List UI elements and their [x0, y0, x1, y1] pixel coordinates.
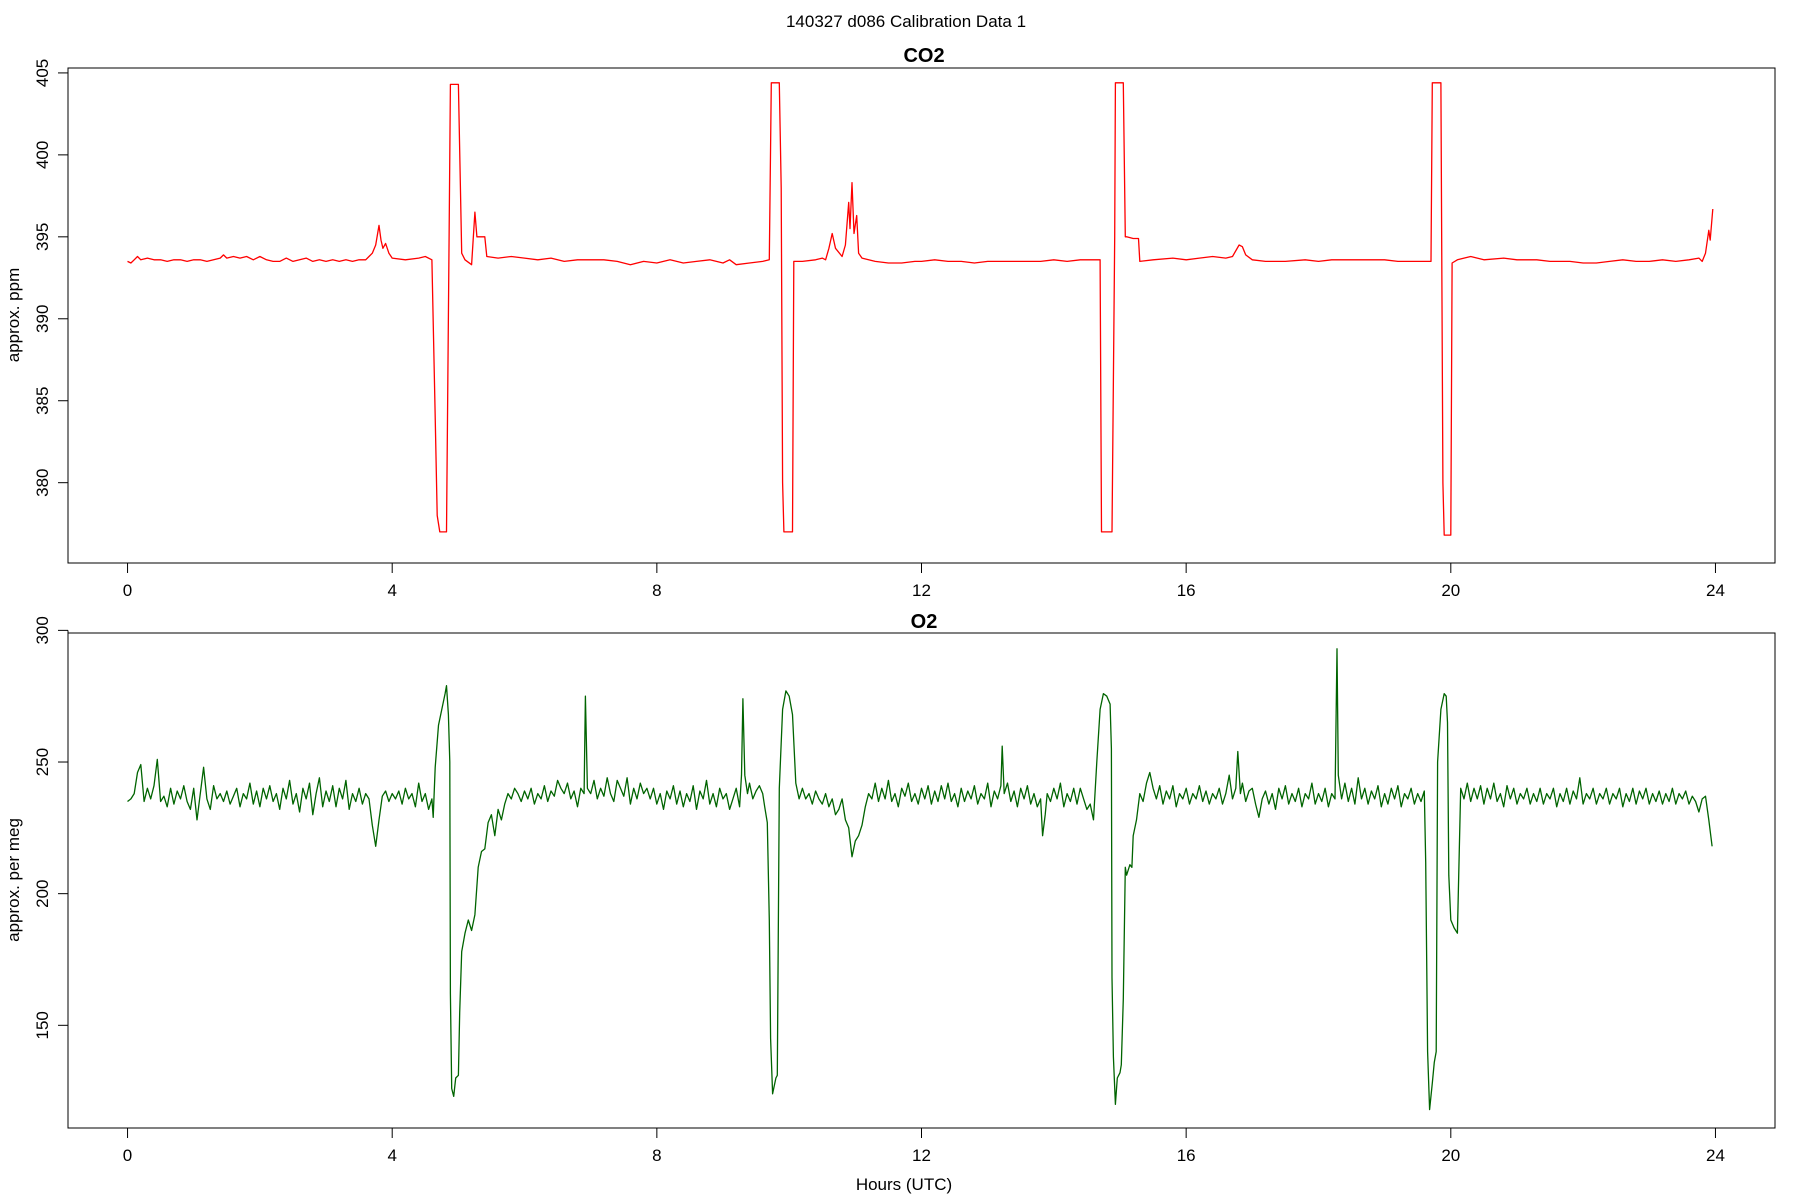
co2-series-layer	[127, 82, 1714, 536]
co2-x-tick-label: 20	[1441, 581, 1460, 600]
o2-x-tick-label: 20	[1441, 1146, 1460, 1165]
co2-x-tick-label: 8	[652, 581, 661, 600]
o2-y-tick-label: 250	[33, 748, 52, 776]
co2-y-axis: 380 385 390 395 400 405	[33, 59, 69, 497]
o2-y-tick-label: 300	[33, 616, 52, 644]
co2-x-tick-label: 0	[123, 581, 132, 600]
o2-series-layer	[127, 648, 1713, 1111]
figure-title: 140327 d086 Calibration Data 1	[786, 12, 1026, 31]
o2-x-axis-label: Hours (UTC)	[856, 1175, 952, 1194]
o2-y-tick-label: 150	[33, 1011, 52, 1039]
o2-x-axis: 0 4 8 12 16 20 24	[123, 1127, 1725, 1165]
co2-x-axis: 0 4 8 12 16 20 24	[123, 562, 1725, 600]
o2-y-axis-label: approx. per meg	[4, 818, 23, 942]
co2-panel: CO2 approx. ppm 0 4 8 12 16 20 24 380 385 390 395…	[4, 45, 1776, 600]
o2-x-tick-label: 0	[123, 1146, 132, 1165]
o2-panel-title: O2	[911, 611, 938, 633]
o2-x-tick-label: 24	[1706, 1146, 1725, 1165]
co2-y-tick-label: 385	[33, 387, 52, 415]
co2-y-tick-label: 390	[33, 305, 52, 333]
o2-plot-frame	[67, 632, 1776, 1129]
co2-series-line	[127, 82, 1714, 536]
o2-x-tick-label: 8	[652, 1146, 661, 1165]
o2-series-line	[127, 648, 1713, 1111]
co2-y-tick-label: 380	[33, 468, 52, 496]
o2-x-tick-label: 16	[1177, 1146, 1196, 1165]
co2-y-tick-label: 395	[33, 223, 52, 251]
co2-y-axis-label: approx. ppm	[4, 268, 23, 363]
co2-x-tick-label: 24	[1706, 581, 1725, 600]
co2-y-tick-label: 400	[33, 141, 52, 169]
co2-plot-frame	[67, 67, 1776, 564]
co2-x-tick-label: 16	[1177, 581, 1196, 600]
o2-y-tick-label: 200	[33, 879, 52, 907]
o2-y-axis: 150 200 250 300	[33, 616, 69, 1040]
o2-panel: O2 approx. per meg Hours (UTC) 0 4 8 12 16 20…	[4, 611, 1776, 1194]
co2-y-tick-label: 405	[33, 59, 52, 87]
co2-panel-title: CO2	[903, 45, 944, 67]
co2-x-tick-label: 12	[912, 581, 931, 600]
o2-x-tick-label: 12	[912, 1146, 931, 1165]
o2-x-tick-label: 4	[387, 1146, 396, 1165]
co2-x-tick-label: 4	[387, 581, 396, 600]
